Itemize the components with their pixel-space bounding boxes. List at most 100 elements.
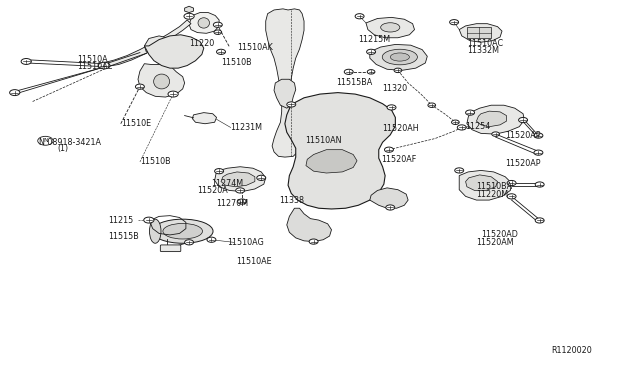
- Polygon shape: [370, 188, 408, 208]
- Polygon shape: [189, 13, 219, 33]
- Circle shape: [168, 91, 178, 97]
- Text: 11520AP: 11520AP: [505, 131, 541, 141]
- Text: (1): (1): [57, 144, 68, 153]
- Ellipse shape: [382, 49, 417, 65]
- Polygon shape: [460, 170, 511, 200]
- Circle shape: [387, 105, 396, 110]
- Ellipse shape: [154, 74, 170, 89]
- Circle shape: [21, 58, 31, 64]
- Polygon shape: [366, 17, 415, 38]
- Polygon shape: [306, 150, 357, 173]
- Circle shape: [534, 150, 543, 155]
- Circle shape: [99, 62, 110, 69]
- Ellipse shape: [152, 219, 213, 243]
- Text: 11510AG: 11510AG: [227, 238, 264, 247]
- Text: 11520AP: 11520AP: [505, 159, 541, 168]
- Text: N: N: [43, 138, 48, 143]
- Circle shape: [355, 14, 364, 19]
- Ellipse shape: [198, 18, 209, 28]
- Text: 11510AC: 11510AC: [467, 39, 503, 48]
- Text: 11520AD: 11520AD: [481, 230, 518, 240]
- Circle shape: [492, 132, 499, 137]
- Text: N 08918-3421A: N 08918-3421A: [39, 138, 101, 147]
- Polygon shape: [476, 111, 506, 127]
- Polygon shape: [285, 93, 396, 209]
- Text: 11510BA: 11510BA: [476, 182, 513, 191]
- Circle shape: [213, 22, 222, 28]
- Circle shape: [287, 102, 296, 107]
- Text: 11510E: 11510E: [121, 119, 151, 128]
- Circle shape: [136, 84, 145, 89]
- Circle shape: [344, 69, 353, 74]
- Text: 11520AH: 11520AH: [383, 124, 419, 133]
- Circle shape: [144, 217, 154, 223]
- Circle shape: [455, 168, 464, 173]
- Circle shape: [214, 30, 221, 35]
- Circle shape: [452, 120, 460, 125]
- Polygon shape: [214, 167, 266, 192]
- Circle shape: [367, 49, 376, 54]
- Text: 11510AK: 11510AK: [237, 42, 273, 51]
- Polygon shape: [460, 24, 502, 42]
- Circle shape: [466, 110, 474, 115]
- Circle shape: [10, 90, 20, 96]
- Polygon shape: [467, 105, 524, 134]
- Ellipse shape: [381, 23, 400, 32]
- Text: 11520AM: 11520AM: [476, 238, 514, 247]
- Text: 11215: 11215: [108, 216, 133, 225]
- Ellipse shape: [163, 224, 202, 239]
- Circle shape: [236, 188, 244, 193]
- Polygon shape: [221, 172, 255, 187]
- Ellipse shape: [390, 53, 410, 61]
- Text: 11510A: 11510A: [77, 55, 108, 64]
- Polygon shape: [466, 175, 497, 190]
- Text: 11220M: 11220M: [476, 190, 509, 199]
- Circle shape: [367, 70, 375, 74]
- Circle shape: [535, 182, 544, 187]
- Text: R1120020: R1120020: [551, 346, 592, 355]
- Polygon shape: [145, 35, 204, 68]
- Circle shape: [38, 137, 53, 145]
- Circle shape: [507, 194, 516, 199]
- Circle shape: [507, 180, 516, 186]
- Circle shape: [207, 237, 216, 242]
- Polygon shape: [192, 113, 216, 124]
- Circle shape: [184, 240, 193, 245]
- Polygon shape: [103, 20, 191, 67]
- Circle shape: [237, 199, 246, 204]
- Polygon shape: [274, 79, 296, 108]
- Text: 11231M: 11231M: [230, 123, 262, 132]
- Text: 11510B: 11510B: [221, 58, 252, 67]
- Text: 11338: 11338: [279, 196, 304, 205]
- Circle shape: [309, 239, 318, 244]
- Circle shape: [257, 175, 266, 180]
- Text: 11332M: 11332M: [467, 46, 499, 55]
- Ellipse shape: [150, 219, 161, 243]
- Circle shape: [394, 68, 402, 73]
- FancyBboxPatch shape: [161, 245, 180, 251]
- Text: 11510B: 11510B: [140, 157, 170, 166]
- Polygon shape: [266, 9, 304, 157]
- Circle shape: [385, 147, 394, 152]
- Text: 11515B: 11515B: [108, 231, 139, 241]
- Text: 11510AL: 11510AL: [77, 62, 113, 71]
- Circle shape: [534, 133, 543, 138]
- Text: 11320: 11320: [383, 84, 408, 93]
- Circle shape: [450, 20, 459, 25]
- Circle shape: [458, 125, 467, 130]
- Circle shape: [214, 169, 223, 174]
- Circle shape: [216, 49, 225, 54]
- Text: 11270M: 11270M: [216, 199, 249, 208]
- Text: 11215M: 11215M: [358, 35, 390, 44]
- Text: 11220: 11220: [189, 39, 214, 48]
- Text: 11254: 11254: [466, 122, 491, 131]
- Text: 11515BA: 11515BA: [336, 78, 372, 87]
- Polygon shape: [138, 64, 184, 97]
- Circle shape: [386, 205, 395, 210]
- Text: 11274M: 11274M: [211, 179, 244, 187]
- Text: 11520AF: 11520AF: [381, 155, 416, 164]
- Text: 11510AN: 11510AN: [305, 136, 341, 145]
- Polygon shape: [184, 6, 193, 13]
- Circle shape: [535, 218, 544, 223]
- Text: 11510AE: 11510AE: [236, 257, 271, 266]
